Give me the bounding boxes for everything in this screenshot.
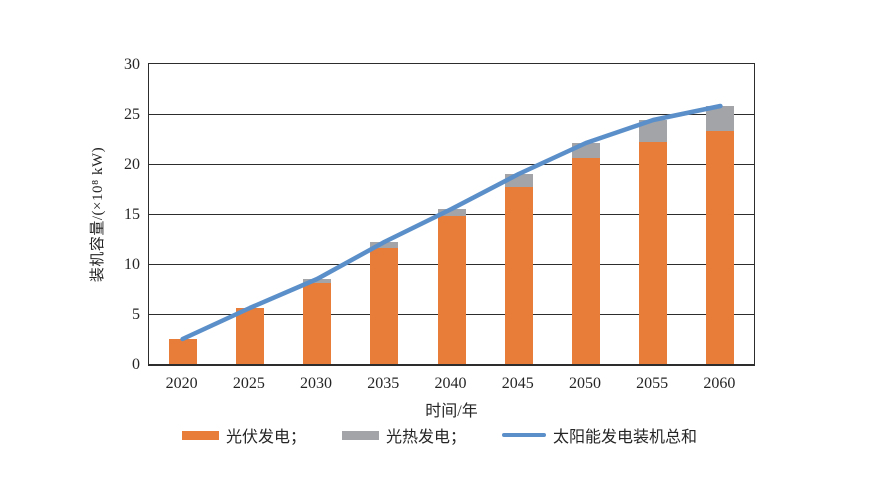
legend-item-csp: 光热发电； (341, 423, 466, 447)
x-axis-tick-labels: 2020 2025 2030 2035 2040 2045 2050 2055 2060 (148, 375, 755, 395)
csp-swatch-icon (341, 430, 379, 440)
legend-label-pv: 光伏发电； (225, 429, 306, 446)
y-tick-0: 0 (132, 356, 140, 373)
total-line (180, 103, 723, 342)
gridline-y-25 (149, 113, 754, 115)
legend-label-total: 太阳能发电装机总和 (553, 429, 698, 446)
bar-光伏发电-2055 (639, 142, 668, 364)
bar-光热发电-2035 (370, 242, 399, 248)
bar-光热发电-2055 (639, 120, 668, 142)
x-tick-2055: 2055 (636, 375, 669, 392)
legend-label-csp: 光热发电； (385, 429, 466, 446)
bar-光伏发电-2040 (437, 216, 466, 364)
y-axis-tick-labels: 0 5 10 15 20 25 30 (70, 57, 140, 373)
bar-光伏发电-2050 (571, 158, 600, 364)
x-tick-2050: 2050 (568, 375, 601, 392)
bar-光伏发电-2020 (168, 339, 197, 364)
total-line-swatch-icon (502, 433, 546, 437)
pv-swatch-icon (181, 430, 219, 440)
x-tick-2060: 2060 (703, 375, 736, 392)
y-tick-30: 30 (124, 56, 140, 73)
legend-item-total: 太阳能发电装机总和 (502, 423, 697, 447)
y-tick-15: 15 (124, 206, 140, 223)
x-tick-2040: 2040 (434, 375, 467, 392)
y-tick-25: 25 (124, 106, 140, 123)
plot-area (148, 63, 755, 366)
legend-item-pv: 光伏发电； (181, 423, 306, 447)
bar-光伏发电-2035 (370, 248, 399, 364)
bar-光伏发电-2060 (706, 131, 735, 364)
x-tick-2025: 2025 (232, 375, 265, 392)
legend: 光伏发电； 光热发电； 太阳能发电装机总和 (0, 423, 879, 447)
bar-光伏发电-2030 (303, 283, 332, 364)
x-tick-2035: 2035 (367, 375, 400, 392)
y-tick-5: 5 (132, 306, 140, 323)
x-axis-title: 时间/年 (425, 403, 478, 420)
bar-光热发电-2040 (437, 209, 466, 216)
y-tick-10: 10 (124, 256, 140, 273)
x-tick-2030: 2030 (300, 375, 333, 392)
bar-光伏发电-2025 (235, 308, 264, 364)
gridline-y-20 (149, 163, 754, 165)
x-tick-2045: 2045 (501, 375, 534, 392)
y-tick-20: 20 (124, 156, 140, 173)
x-tick-2020: 2020 (165, 375, 198, 392)
bar-光伏发电-2045 (504, 187, 533, 364)
